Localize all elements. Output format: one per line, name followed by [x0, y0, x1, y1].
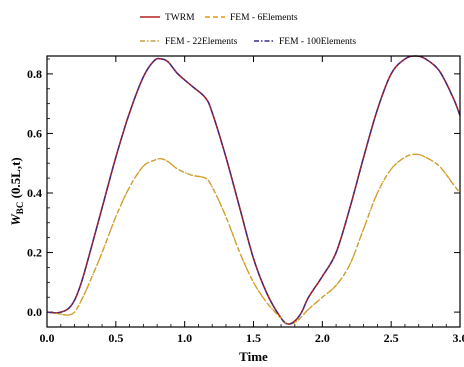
plot-frame: [47, 56, 460, 327]
x-tick-label: 2.0: [315, 331, 330, 345]
legend-label: FEM - 100Elements: [279, 37, 356, 47]
series-line-fem-100elements: [47, 56, 460, 324]
plot-series: [47, 56, 460, 324]
x-tick-label: 0.5: [108, 331, 123, 345]
x-tick-label: 3.0: [453, 331, 464, 345]
legend-label: TWRM: [165, 13, 195, 23]
axis-ticks: [47, 56, 460, 327]
tick-labels: 0.0 0.5 1.0 1.5 2.0 2.5 3.0 0.0 0.2 0.4 0.6 0.8: [27, 67, 464, 345]
x-axis-title: Time: [239, 349, 268, 364]
y-tick-label: 0.2: [27, 246, 42, 260]
y-axis-title-subscript: BC: [15, 202, 25, 215]
y-axis-title: WBC (0.5L,t): [8, 157, 25, 226]
legend-label: FEM - 6Elements: [230, 13, 298, 23]
x-tick-label: 1.5: [246, 331, 261, 345]
y-tick-label: 0.4: [27, 186, 42, 200]
y-tick-label: 0.8: [27, 67, 42, 81]
y-tick-label: 0.6: [27, 126, 42, 140]
legend: TWRM FEM - 6Elements FEM - 22Elements FEM -…: [140, 13, 356, 47]
y-tick-label: 0.0: [27, 305, 42, 319]
legend-label: FEM - 22Elements: [165, 37, 238, 47]
series-line-twrm: [47, 56, 460, 324]
y-axis-title-rest: (0.5L,t): [8, 157, 23, 201]
x-tick-label: 2.5: [384, 331, 399, 345]
x-tick-label: 0.0: [40, 331, 55, 345]
x-tick-label: 1.0: [177, 331, 192, 345]
